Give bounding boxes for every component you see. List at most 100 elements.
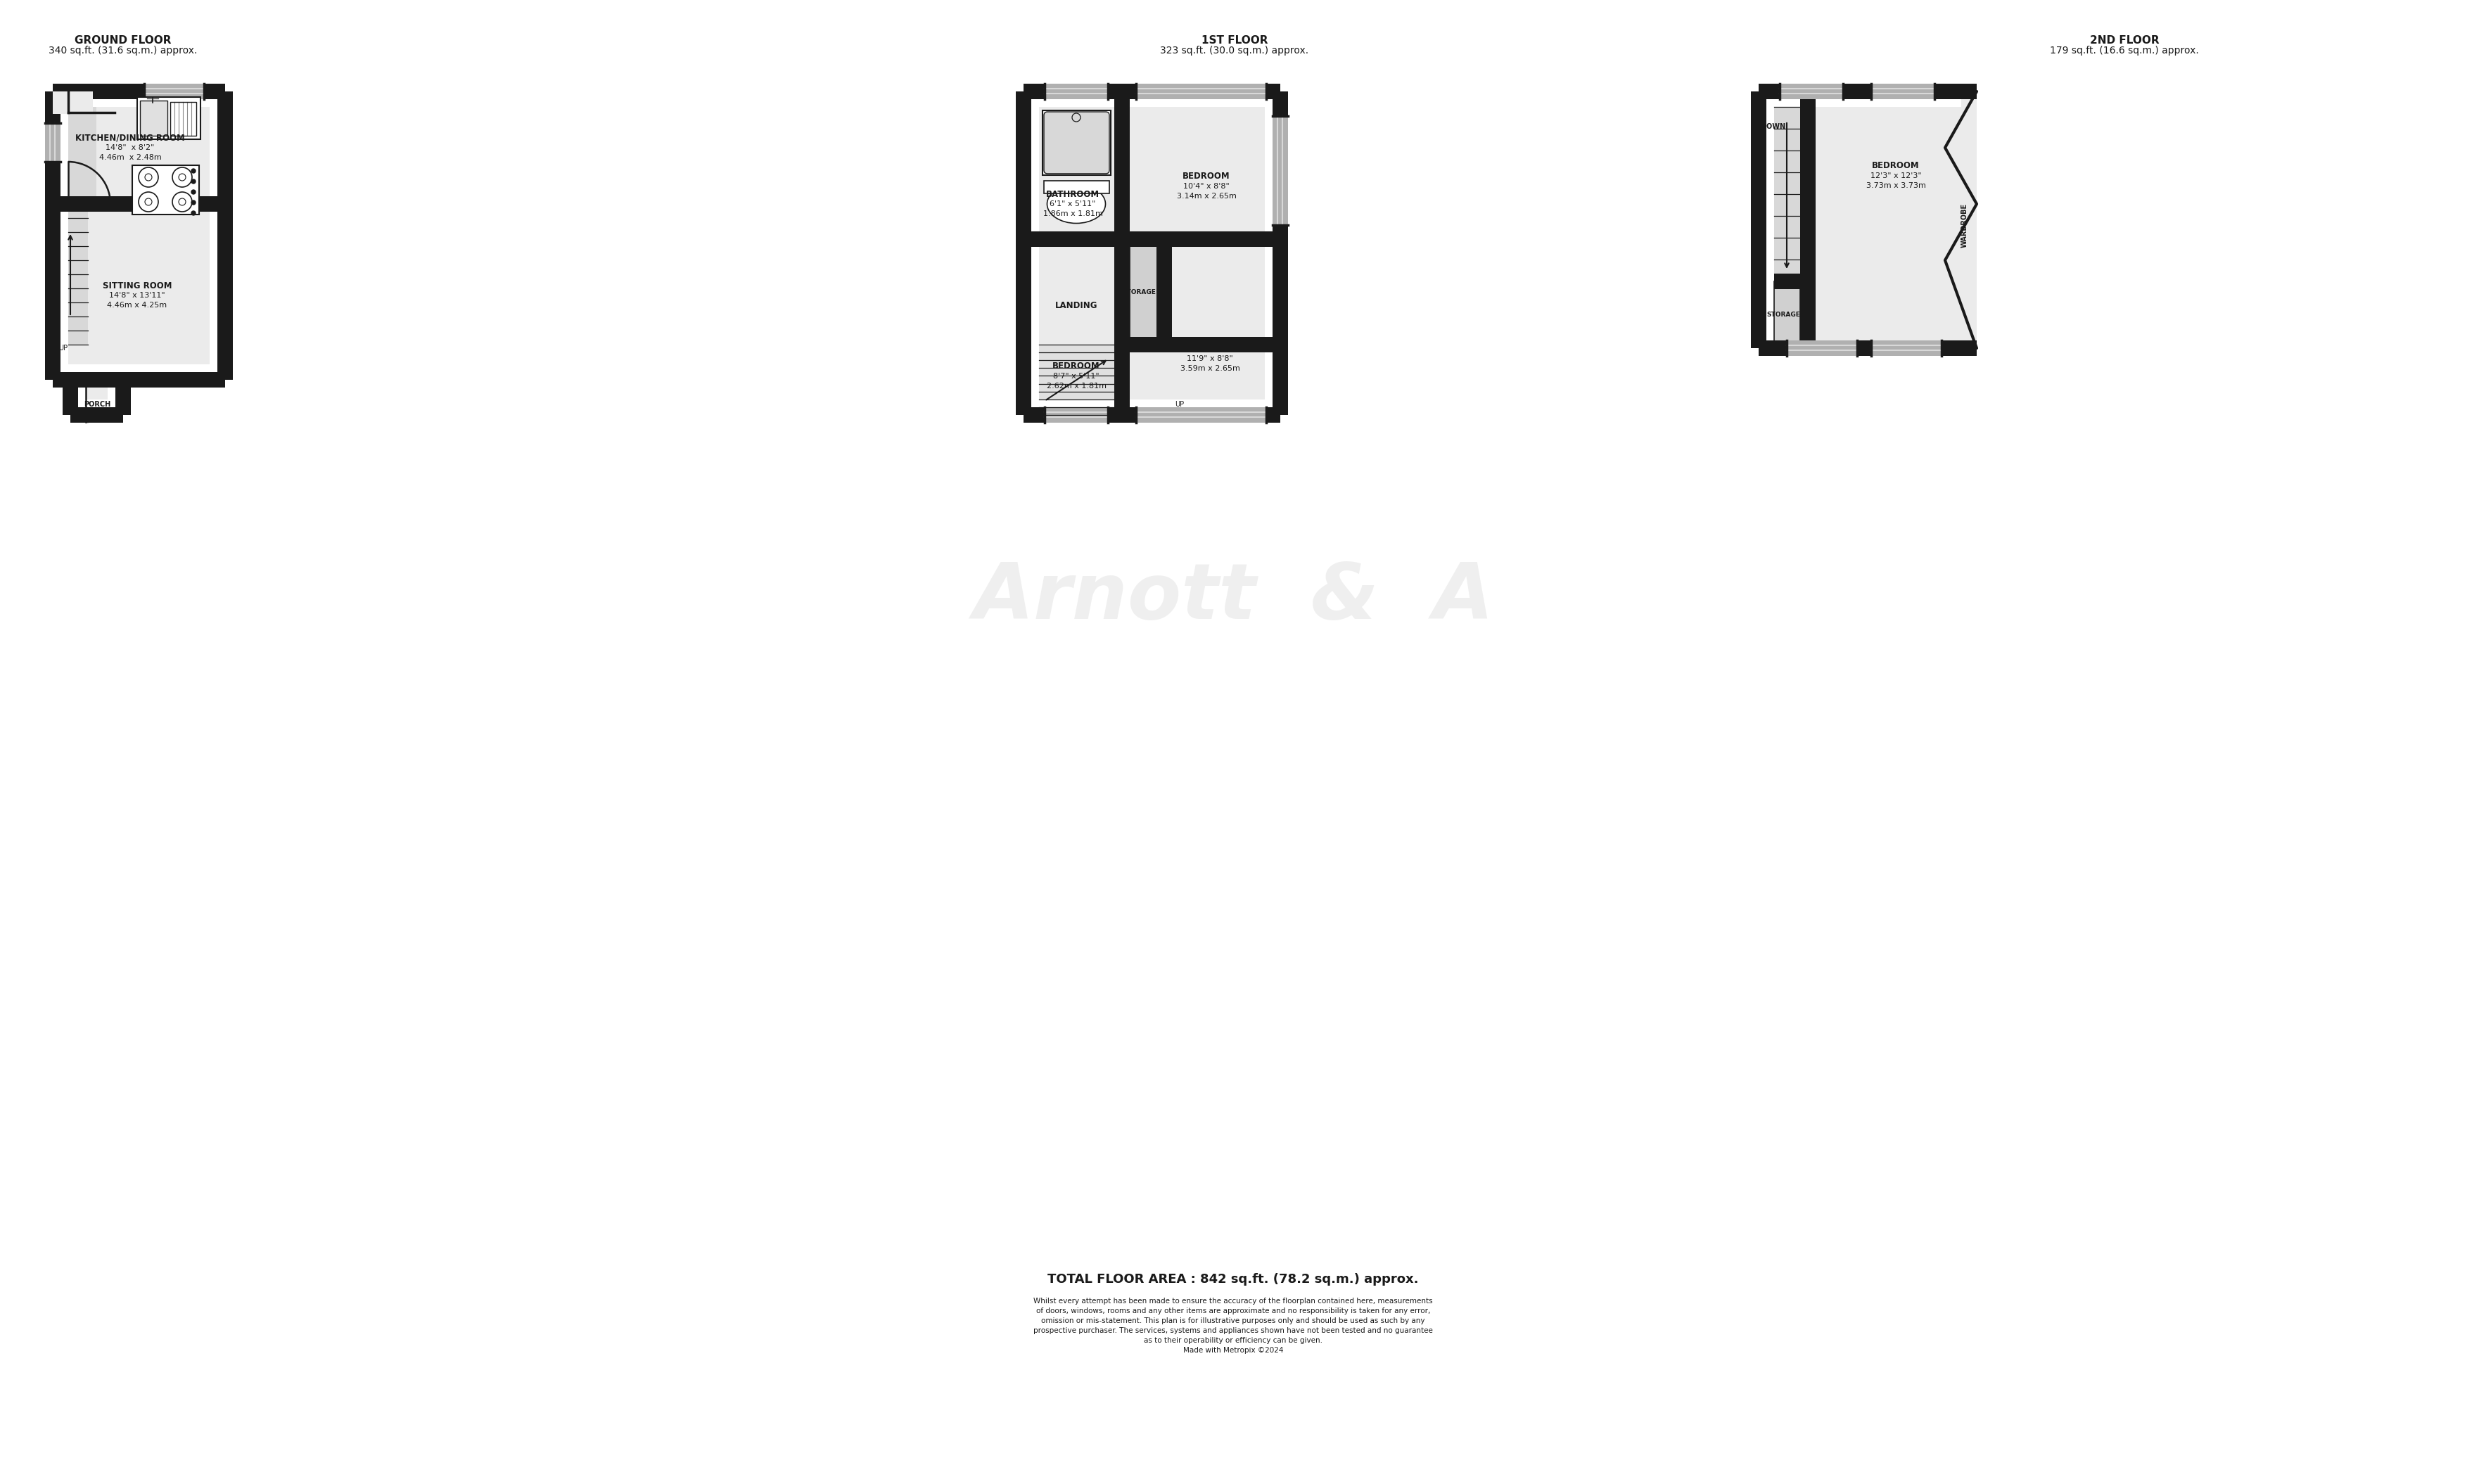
Bar	[1961, 92, 1976, 349]
Text: 6'1" x 5'11": 6'1" x 5'11"	[1051, 200, 1095, 208]
Bar	[1774, 282, 1801, 349]
Text: 323 sq.ft. (30.0 sq.m.) approx.: 323 sq.ft. (30.0 sq.m.) approx.	[1159, 46, 1310, 55]
Bar	[1273, 116, 1288, 226]
Bar	[62, 380, 79, 416]
Bar	[1870, 340, 1942, 356]
Text: 14'8"  x 8'2": 14'8" x 8'2"	[106, 144, 155, 151]
Bar	[1130, 239, 1164, 344]
Text: 8'7" x 5'11": 8'7" x 5'11"	[1053, 372, 1100, 380]
Bar	[1024, 407, 1280, 423]
Text: Whilst every attempt has been made to ensure the accuracy of the floorplan conta: Whilst every attempt has been made to en…	[1034, 1297, 1433, 1353]
Text: 2.62m x 1.81m: 2.62m x 1.81m	[1046, 383, 1105, 390]
Bar	[1759, 340, 1976, 356]
Bar	[1870, 83, 1934, 99]
Bar	[69, 203, 89, 344]
Bar	[52, 372, 224, 387]
Text: 11'9" x 8'8": 11'9" x 8'8"	[1187, 355, 1234, 362]
Bar	[1115, 92, 1130, 416]
Text: BEDROOM: BEDROOM	[1053, 362, 1100, 371]
Bar	[69, 203, 210, 364]
Text: GROUND FLOOR: GROUND FLOOR	[74, 36, 173, 46]
FancyBboxPatch shape	[1044, 111, 1110, 174]
Bar	[1024, 232, 1280, 246]
Bar	[1137, 83, 1266, 99]
Text: 340 sq.ft. (31.6 sq.m.) approx.: 340 sq.ft. (31.6 sq.m.) approx.	[49, 46, 197, 55]
Text: BATHROOM: BATHROOM	[1046, 190, 1100, 199]
Bar	[143, 83, 205, 99]
Bar	[116, 380, 131, 416]
Circle shape	[192, 190, 195, 194]
Text: 10'4" x 8'8": 10'4" x 8'8"	[1184, 183, 1229, 190]
Bar	[217, 92, 232, 380]
Text: 14'8" x 13'11": 14'8" x 13'11"	[109, 292, 165, 298]
Bar	[1044, 83, 1108, 99]
Bar	[170, 102, 197, 135]
Text: 1ST FLOOR: 1ST FLOOR	[1201, 36, 1268, 46]
Bar	[1024, 83, 1280, 99]
Bar	[69, 107, 210, 203]
Bar	[1016, 92, 1031, 416]
Bar	[1137, 407, 1266, 423]
Bar	[69, 107, 96, 203]
Bar	[44, 123, 62, 162]
Text: 4.46m  x 2.48m: 4.46m x 2.48m	[99, 154, 160, 162]
Bar	[1774, 107, 1801, 282]
Bar	[1130, 239, 1164, 344]
Text: 12'3" x 12'3": 12'3" x 12'3"	[1870, 172, 1922, 180]
Text: 1.86m x 1.81m: 1.86m x 1.81m	[1044, 211, 1103, 217]
Circle shape	[192, 169, 195, 174]
Circle shape	[192, 211, 195, 215]
Bar	[1801, 92, 1816, 349]
Bar	[1774, 107, 1961, 349]
Bar	[1044, 181, 1110, 193]
Bar	[1786, 340, 1858, 356]
Bar	[1759, 83, 1976, 99]
Text: BEDROOM: BEDROOM	[1872, 162, 1919, 171]
Text: UP: UP	[1174, 401, 1184, 408]
Text: UP: UP	[59, 344, 67, 352]
Bar	[1752, 92, 1766, 349]
Text: WARDROBE: WARDROBE	[1961, 203, 1969, 248]
Circle shape	[192, 200, 195, 205]
Text: Arnott  &  A: Arnott & A	[972, 559, 1493, 635]
Bar	[138, 96, 200, 139]
Bar	[1779, 83, 1843, 99]
Circle shape	[192, 180, 195, 184]
Bar	[1044, 407, 1108, 423]
Bar	[133, 165, 200, 215]
Bar	[1774, 273, 1801, 289]
Bar	[1157, 239, 1172, 344]
Bar	[86, 380, 109, 399]
Text: 179 sq.ft. (16.6 sq.m.) approx.: 179 sq.ft. (16.6 sq.m.) approx.	[2050, 46, 2198, 55]
Bar	[1273, 92, 1288, 416]
Text: 3.73m x 3.73m: 3.73m x 3.73m	[1865, 183, 1927, 188]
Bar	[72, 407, 123, 423]
Bar	[52, 196, 224, 212]
Bar	[1774, 282, 1801, 349]
Bar	[1044, 110, 1110, 175]
Bar	[52, 83, 224, 99]
Text: BEDROOM: BEDROOM	[1182, 172, 1231, 181]
Text: 3.59m x 2.65m: 3.59m x 2.65m	[1179, 365, 1241, 372]
Text: PORCH: PORCH	[84, 401, 111, 408]
Bar	[1039, 239, 1266, 399]
Bar	[1039, 107, 1266, 239]
Bar	[1044, 181, 1110, 193]
Text: 2ND FLOOR: 2ND FLOOR	[2090, 36, 2159, 46]
Text: KITCHEN/DINING ROOM: KITCHEN/DINING ROOM	[76, 134, 185, 142]
Bar	[141, 101, 168, 135]
Text: DOWN: DOWN	[1761, 123, 1786, 131]
Bar	[1044, 110, 1110, 175]
Bar	[1039, 344, 1115, 399]
Text: MASTER BEDROOM: MASTER BEDROOM	[1164, 344, 1253, 353]
Ellipse shape	[1046, 184, 1105, 223]
Text: 3.14m x 2.65m: 3.14m x 2.65m	[1177, 193, 1236, 200]
Bar	[44, 92, 62, 380]
Bar	[52, 92, 94, 114]
Bar	[133, 165, 200, 215]
Bar	[141, 101, 168, 135]
Bar	[138, 96, 200, 139]
Text: LANDING: LANDING	[1056, 301, 1098, 310]
Text: STORAGE: STORAGE	[1122, 289, 1155, 295]
Text: SITTING ROOM: SITTING ROOM	[104, 280, 173, 289]
